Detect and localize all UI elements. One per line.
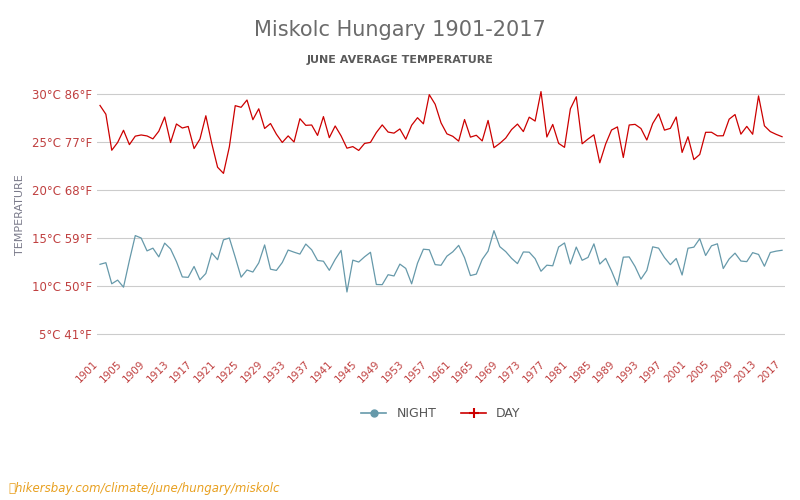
Text: JUNE AVERAGE TEMPERATURE: JUNE AVERAGE TEMPERATURE bbox=[306, 55, 494, 65]
Text: Miskolc Hungary 1901-2017: Miskolc Hungary 1901-2017 bbox=[254, 20, 546, 40]
Legend: NIGHT, DAY: NIGHT, DAY bbox=[356, 402, 526, 425]
Y-axis label: TEMPERATURE: TEMPERATURE bbox=[15, 174, 25, 254]
Text: 📍hikersbay.com/climate/june/hungary/miskolc: 📍hikersbay.com/climate/june/hungary/misk… bbox=[8, 482, 279, 495]
